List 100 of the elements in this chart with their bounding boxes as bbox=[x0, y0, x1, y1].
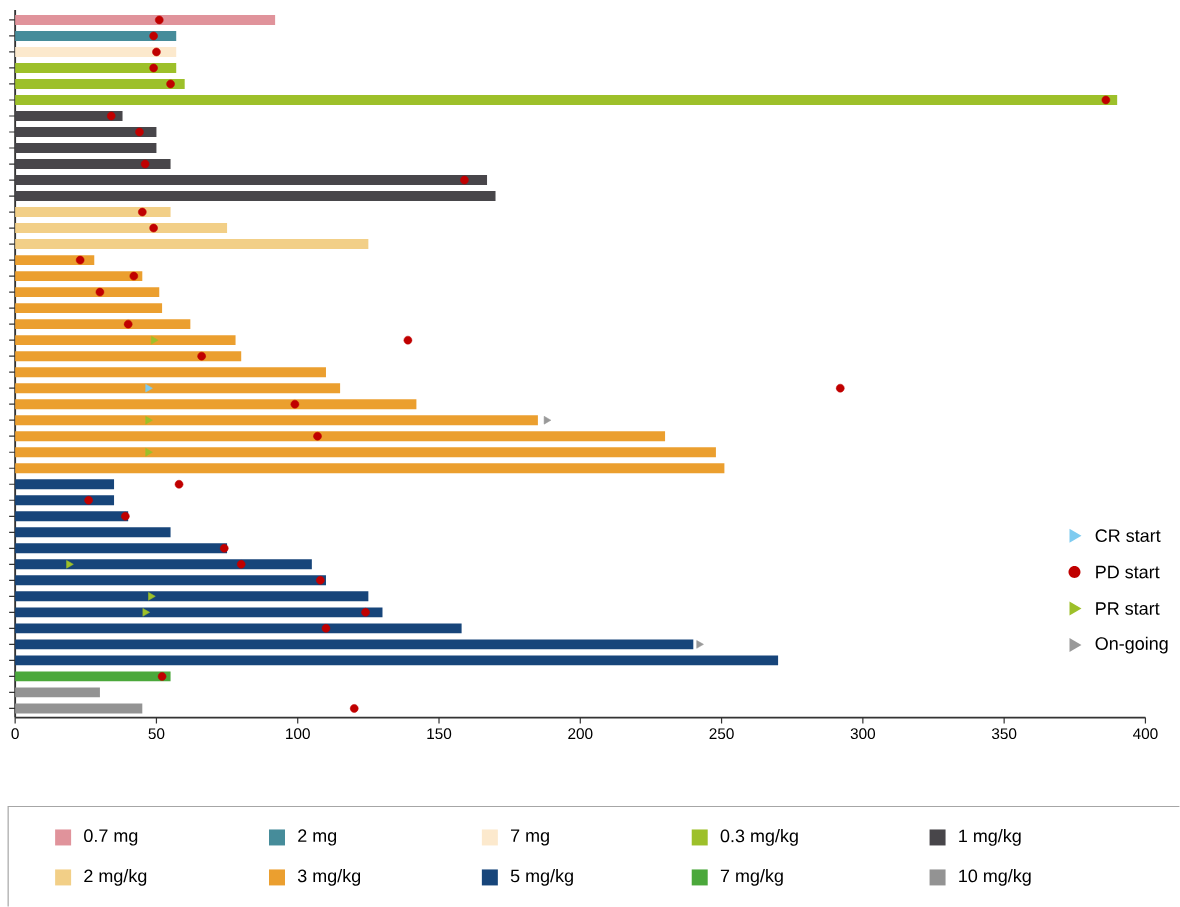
point bbox=[140, 159, 150, 169]
legend-label: 10 mg/kg bbox=[959, 869, 1031, 886]
bar bbox=[15, 511, 129, 522]
legend-label: PR start bbox=[1096, 602, 1160, 615]
point bbox=[66, 560, 74, 569]
bar bbox=[15, 159, 171, 169]
point bbox=[349, 704, 359, 713]
point bbox=[835, 383, 845, 393]
x-tick-label: 300 bbox=[850, 728, 876, 740]
bar bbox=[15, 671, 171, 682]
legend-label: On-going bbox=[1095, 636, 1168, 654]
point bbox=[142, 608, 150, 617]
x-tick-label: 100 bbox=[286, 728, 310, 740]
point bbox=[313, 431, 322, 441]
legend-label: 7 mg bbox=[511, 829, 549, 846]
point bbox=[145, 416, 153, 425]
point bbox=[219, 544, 229, 553]
bar bbox=[15, 335, 236, 346]
bar bbox=[15, 111, 123, 121]
bar bbox=[15, 495, 115, 506]
point bbox=[135, 127, 144, 137]
point bbox=[129, 271, 139, 281]
point bbox=[151, 335, 159, 345]
bar bbox=[15, 703, 143, 714]
point bbox=[460, 175, 469, 185]
bar bbox=[15, 687, 100, 698]
point bbox=[75, 255, 85, 265]
legend-label: 1 mg/kg bbox=[959, 829, 1021, 846]
bar bbox=[15, 479, 115, 490]
bar bbox=[15, 14, 276, 25]
point bbox=[166, 79, 175, 89]
bar bbox=[15, 303, 163, 314]
point bbox=[149, 63, 158, 73]
legend-label: 0.7 mg bbox=[84, 829, 138, 846]
bar bbox=[15, 399, 417, 410]
point bbox=[236, 560, 246, 569]
point bbox=[696, 640, 704, 649]
bar bbox=[15, 79, 185, 89]
point bbox=[361, 608, 370, 617]
x-tick-label: 250 bbox=[709, 728, 734, 740]
point bbox=[154, 15, 164, 25]
bar bbox=[15, 415, 538, 426]
point bbox=[197, 351, 206, 361]
point bbox=[174, 479, 184, 489]
bar bbox=[15, 351, 242, 362]
bar bbox=[15, 447, 716, 458]
point bbox=[321, 624, 331, 633]
bar bbox=[15, 543, 228, 554]
point bbox=[148, 592, 156, 601]
bar bbox=[15, 255, 95, 266]
bar bbox=[15, 127, 157, 137]
legend-label: 7 mg/kg bbox=[720, 869, 783, 886]
bar bbox=[15, 30, 177, 41]
point bbox=[145, 448, 153, 457]
bar bbox=[15, 319, 191, 330]
x-tick-label: 400 bbox=[1133, 728, 1158, 740]
bar bbox=[15, 143, 157, 153]
point bbox=[403, 335, 413, 345]
point bbox=[84, 496, 93, 505]
x-tick-label: 0 bbox=[11, 728, 19, 740]
x-tick-label: 150 bbox=[427, 728, 452, 740]
point bbox=[95, 287, 105, 297]
bar bbox=[15, 62, 177, 73]
legend-label: CR start bbox=[1095, 529, 1161, 543]
point bbox=[123, 319, 133, 329]
bar bbox=[15, 575, 326, 586]
bar bbox=[15, 175, 488, 185]
point bbox=[138, 207, 147, 217]
bar bbox=[15, 46, 177, 57]
bar bbox=[15, 271, 143, 282]
bar bbox=[15, 591, 369, 602]
bar bbox=[15, 527, 171, 538]
point bbox=[157, 672, 167, 681]
bar bbox=[15, 463, 725, 474]
legend-label: 2 mg bbox=[298, 829, 337, 846]
point bbox=[1101, 95, 1111, 105]
point bbox=[543, 416, 552, 425]
bar bbox=[15, 559, 312, 570]
bar bbox=[15, 655, 779, 666]
point bbox=[149, 223, 158, 233]
x-tick-label: 350 bbox=[991, 728, 1017, 740]
point bbox=[149, 31, 158, 41]
legend-label: 5 mg/kg bbox=[510, 869, 573, 886]
bar bbox=[15, 383, 341, 394]
point bbox=[121, 512, 130, 521]
point bbox=[145, 384, 153, 393]
bar bbox=[15, 207, 171, 218]
legend-label: 2 mg/kg bbox=[84, 869, 147, 886]
x-tick-label: 50 bbox=[148, 728, 165, 740]
bar bbox=[15, 223, 228, 234]
bar bbox=[15, 239, 369, 250]
bar bbox=[15, 639, 694, 650]
bar bbox=[15, 623, 462, 634]
point bbox=[106, 111, 116, 121]
legend-label: 0.3 mg/kg bbox=[720, 829, 798, 846]
bar bbox=[15, 95, 1118, 105]
point bbox=[152, 47, 161, 57]
bar bbox=[15, 287, 160, 298]
point bbox=[290, 399, 300, 409]
legend-label: PD start bbox=[1096, 565, 1160, 579]
